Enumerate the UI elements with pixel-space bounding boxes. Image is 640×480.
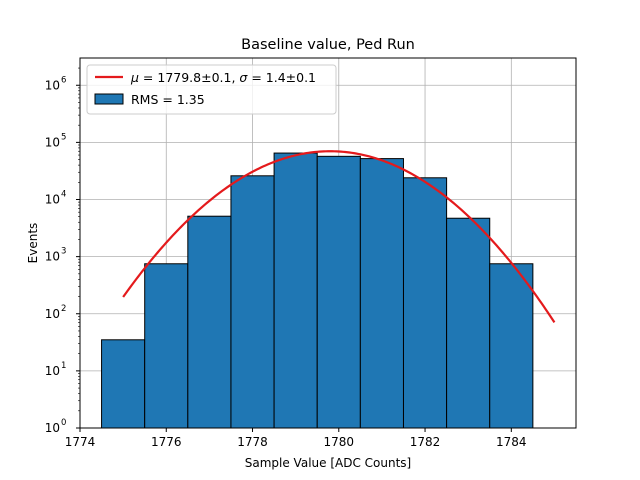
histogram-bar <box>187 215 232 429</box>
y-tick-exponent: 2 <box>61 304 66 314</box>
histogram-bar <box>230 175 275 429</box>
gaussian-fit <box>122 150 556 323</box>
histogram-bar <box>402 177 448 429</box>
fit-curve <box>122 150 556 323</box>
histogram-bar <box>489 263 534 429</box>
y-tick-label: 10 <box>45 135 60 149</box>
histogram-bar <box>446 217 491 429</box>
histogram-bar <box>101 339 146 429</box>
chart-title: Baseline value, Ped Run <box>241 37 415 53</box>
histogram-bar <box>273 152 318 429</box>
y-tick-label: 10 <box>45 364 60 378</box>
y-tick-label: 10 <box>45 250 60 264</box>
y-tick-exponent: 6 <box>61 75 66 85</box>
y-axis-label: Events <box>26 223 40 264</box>
histogram-bar <box>316 155 361 429</box>
legend-sigma-value: = 1.4±0.1 <box>247 70 316 85</box>
x-tick-label: 1782 <box>410 435 441 449</box>
plot-area-frame <box>79 57 577 429</box>
legend-sigma-symbol: σ <box>239 70 248 85</box>
x-tick-label: 1774 <box>65 435 96 449</box>
legend-fit-label: μ = 1779.8±0.1, σ = 1.4±0.1 <box>130 70 316 85</box>
x-tick-label: 1784 <box>496 435 527 449</box>
legend-box <box>86 64 337 115</box>
legend-histogram-label: RMS = 1.35 <box>131 92 205 107</box>
y-tick-exponent: 5 <box>61 132 66 142</box>
histogram-bar <box>359 158 404 429</box>
legend-mu-value: = 1779.8±0.1, <box>139 70 239 85</box>
y-tick-label: 10 <box>45 193 60 207</box>
histogram-bar <box>144 263 189 429</box>
y-tick-exponent: 3 <box>61 247 66 257</box>
legend-mu-symbol: μ <box>130 70 139 85</box>
x-tick-label: 1778 <box>237 435 268 449</box>
y-tick-exponent: 4 <box>61 190 66 200</box>
y-tick-label: 10 <box>45 78 60 92</box>
x-axis-ticks: 1774 1776 1778 1780 1782 1784 <box>65 428 527 449</box>
x-tick-label: 1776 <box>151 435 182 449</box>
y-tick-label: 10 <box>45 307 60 321</box>
legend-histogram-swatch <box>94 93 124 105</box>
x-tick-label: 1780 <box>324 435 355 449</box>
histogram-bars <box>101 152 534 429</box>
x-axis-label: Sample Value [ADC Counts] <box>245 456 411 470</box>
legend: μ = 1779.8±0.1, σ = 1.4±0.1 RMS = 1.35 <box>86 64 337 115</box>
y-tick-exponent: 0 <box>61 418 66 428</box>
y-tick-label: 10 <box>45 421 60 435</box>
y-tick-exponent: 1 <box>61 361 66 371</box>
